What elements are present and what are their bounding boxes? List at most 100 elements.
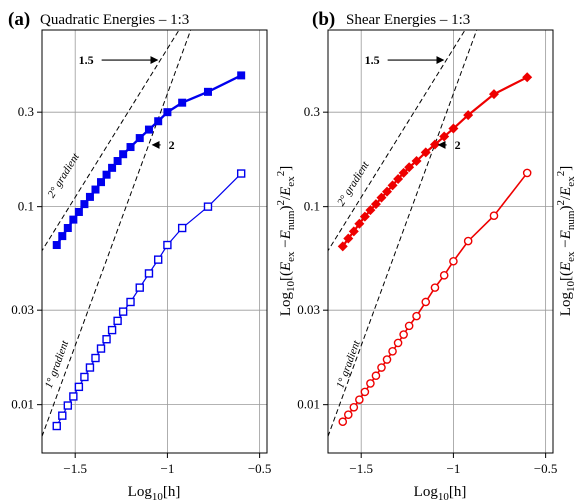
panel-a-series-1-point-13 (126, 297, 135, 307)
panel-a-series-1-point-3 (69, 392, 78, 401)
panel-b-series (337, 72, 533, 427)
panel-b-series-1-point-0 (338, 417, 348, 427)
panel-a-series-0-point-3 (69, 215, 78, 224)
panel-a-grid (42, 30, 267, 453)
panel-a-series-1-line (56, 173, 242, 427)
panel-b-series-0-point-3 (354, 218, 365, 229)
panel-b-series-0-point-10 (393, 173, 404, 184)
panel-a-series-1-point-17 (163, 240, 172, 250)
panel-a-series-1-point-14 (135, 283, 144, 292)
panel-a-series-0-point-14 (135, 134, 144, 143)
panel-b-title: Shear Energies – 1:3 (346, 12, 470, 28)
panel-b-series-1-point-3 (355, 395, 364, 404)
panel-a-series-1-point-7 (91, 353, 100, 363)
panel-b-series-1-point-10 (393, 338, 403, 348)
panel-a-series-0-point-1 (58, 232, 67, 241)
panel-a-reference-lines (42, 30, 192, 438)
panel-a-series-0-point-4 (74, 207, 83, 216)
panel-b-series-1-point-11 (399, 330, 408, 339)
panel-b-xtick-label-2: −0.5 (534, 461, 558, 476)
panel-b-xtick-label-1: −1 (446, 461, 460, 476)
panel-a-series-0-point-10 (108, 163, 117, 172)
panel-a-series-0-point-16 (154, 117, 163, 126)
panel-a-series (52, 71, 246, 431)
panel-a-series-0-point-15 (144, 125, 153, 134)
panel-a-tag: (a) (8, 9, 30, 30)
panel-a-series-1-point-12 (118, 307, 128, 316)
panel-a-series-1-point-1 (58, 411, 67, 420)
panel-b-reference-line-1 (328, 30, 478, 438)
panel-a-series-1-point-8 (96, 344, 106, 353)
panel-a-series-0-point-12 (119, 150, 128, 159)
panel-a-series-1-point-19 (203, 202, 213, 211)
panel-b-series-1-point-14 (421, 297, 431, 307)
panel-b-series-1-point-6 (371, 371, 381, 381)
panel-a-series-1-point-2 (63, 401, 73, 410)
panel-a-series-0-point-0 (52, 241, 61, 250)
panel-a-series-0-point-2 (63, 224, 72, 233)
panel-b-series-0-point-5 (365, 205, 376, 216)
panel-b-tag: (b) (312, 9, 335, 30)
panel-b-series-0-point-6 (370, 199, 381, 210)
panel-a-ytick-label-1: 0.03 (11, 302, 34, 317)
panel-a-series-0-point-11 (113, 157, 122, 166)
panel-b-series-0-point-11 (398, 167, 409, 178)
panel-a-ticks: −1.5 −1 −0.5 0.01 0.03 0.1 0.3 (11, 104, 271, 476)
panel-a-annotation-3: 1° gradient (43, 338, 72, 390)
panel-b-annotation-0: 1.5 (365, 53, 380, 67)
panel-a-xtick-label-2: −0.5 (248, 461, 272, 476)
panel-b-series-0-point-8 (382, 186, 393, 197)
panel-b-annotation-2: 2° gradient (335, 159, 372, 209)
panel-b-xlabel: Log10[h] (414, 484, 467, 503)
panel-a-reference-line-0 (42, 30, 180, 252)
panel-b-series-1-point-5 (366, 379, 375, 388)
panel-a-series-1-point-18 (177, 223, 187, 233)
panel-b-ytick-label-1: 0.03 (297, 302, 320, 317)
panel-b-series-1-point-19 (489, 211, 499, 221)
panel-a-series-0-point-18 (178, 98, 187, 107)
panel-b-annotation-3: 1° gradient (334, 338, 363, 390)
panel-a-annotation-0: 1.5 (79, 53, 94, 67)
panel-b-series-1-point-9 (388, 346, 397, 356)
panel-b-series-1-point-1 (343, 410, 353, 419)
panel-b-series-0-point-14 (420, 147, 431, 158)
panel-a-xtick-label-1: −1 (160, 461, 174, 476)
panel-b-grid (328, 30, 553, 453)
panel-b-frame (327, 29, 554, 454)
panel-a-series-0-point-5 (80, 200, 89, 209)
panel-a-series-0-line (55, 74, 242, 246)
panel-b-annotation-1: 2 (455, 138, 461, 152)
panel-b-series-1-point-17 (449, 256, 458, 266)
panel-a-series-0-point-20 (237, 71, 246, 80)
panel-a-series-0-point-9 (102, 170, 111, 179)
panel-a-series-1-point-11 (113, 316, 122, 326)
panel-a-xlabel: Log10[h] (128, 484, 181, 503)
panel-a-series-1-point-9 (102, 335, 111, 344)
panel-b-series-0-point-4 (359, 211, 370, 222)
panel-a-series-1-point-15 (144, 269, 154, 278)
panel-b-ticks: −1.5 −1 −0.5 0.01 0.03 0.1 0.3 (297, 104, 557, 476)
panel-a-series-1-point-0 (52, 421, 61, 431)
panel-b-series-1-point-7 (377, 363, 386, 372)
panel-b-ytick-label-3: 0.3 (304, 104, 320, 119)
panel-a-series-0-point-8 (97, 178, 106, 187)
panel-b-ylabel: Log10[(Eex −Enum)2/Eex2] (275, 166, 297, 316)
panel-b-ytick-label-2: 0.1 (304, 199, 320, 214)
panel-b-series-0-point-2 (348, 226, 359, 237)
panel-b-series-1-point-8 (382, 355, 392, 364)
panel-a-xtick-label-0: −1.5 (63, 461, 87, 476)
panel-a-xlabel-rest: [h] (163, 484, 181, 500)
panel-a-ytick-label-0: 0.01 (11, 397, 34, 412)
panel-a-series-0-point-17 (163, 108, 172, 117)
panel-b-series-1-point-16 (439, 271, 449, 280)
panel-b-xlabel-rest: [h] (449, 484, 467, 500)
panel-a-series-1-point-4 (74, 382, 84, 392)
panel-a-series-1-point-6 (85, 363, 95, 372)
panel-b-ytick-label-0: 0.01 (297, 397, 320, 412)
panel-b-reference-lines (328, 30, 478, 438)
panel-a-ytick-label-3: 0.3 (18, 104, 34, 119)
panel-b-series-0-point-20 (522, 72, 533, 83)
panel-b-xtick-label-0: −1.5 (349, 461, 373, 476)
panel-a-series-1-point-16 (153, 255, 163, 264)
panel-b-reference-line-0 (328, 30, 466, 252)
